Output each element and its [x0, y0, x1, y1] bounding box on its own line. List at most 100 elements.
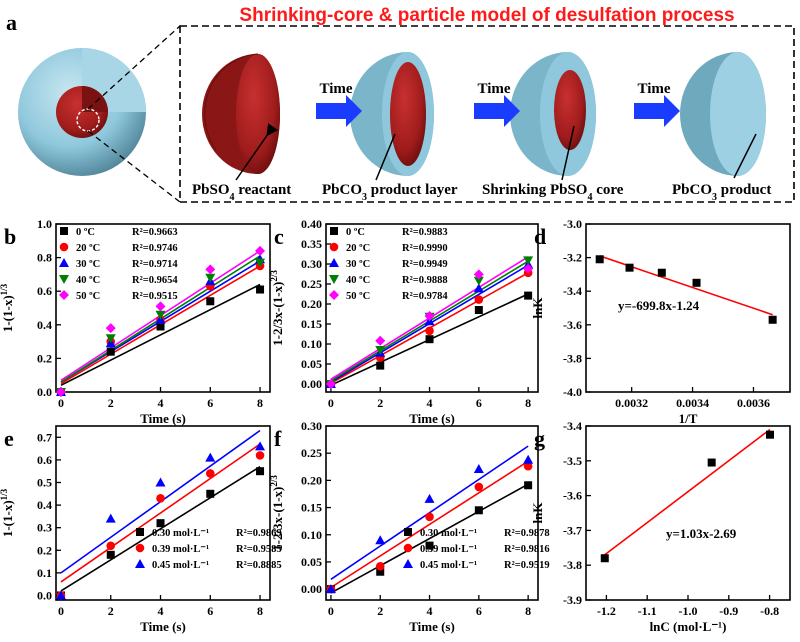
y-tick-label: -3.6 [563, 318, 582, 332]
x-tick-label: 0 [328, 396, 334, 410]
cutaway-particle-icon [18, 48, 146, 176]
y-tick-label: 0.6 [37, 284, 52, 298]
y-tick-label: 0.10 [301, 337, 322, 351]
y-tick-label: -3.4 [563, 419, 582, 433]
data-point-s1-4 [206, 297, 215, 306]
legend-label-5: 50 ºC [76, 291, 100, 302]
legend-r2-3: R²=0.9714 [132, 259, 178, 270]
x-axis-label: Time (s) [409, 411, 455, 426]
legend-label-3: 30 ºC [346, 259, 370, 270]
data-point-s5-2 [375, 335, 386, 346]
data-point-s1-4 [474, 506, 483, 515]
x-tick-label: 2 [108, 604, 114, 618]
chart-panel-c: c 0 2 4 6 8 0.00 0.05 0.10 0.15 0.20 0.25 0.30 0.35 0.… [269, 217, 539, 426]
panel-label-f: f [274, 426, 282, 451]
shrinking-core-hemisphere-icon [510, 52, 596, 176]
y-tick-label: -4.0 [563, 385, 582, 399]
data-point-s1-2 [707, 458, 716, 467]
y-tick-label: 0.0 [37, 588, 52, 602]
plot-frame [55, 425, 271, 601]
y-tick-label: -3.4 [563, 284, 582, 298]
time-label-3: Time [637, 81, 670, 97]
x-tick-label: 0.0036 [737, 396, 770, 410]
legend-r2-4: R²=0.9888 [402, 275, 448, 286]
data-point-s3-3 [155, 477, 166, 487]
data-point-s4-4 [473, 276, 484, 286]
data-point-s1-5 [256, 467, 265, 476]
x-tick-label: 6 [476, 604, 482, 618]
legend-label-5: 50 ºC [346, 291, 370, 302]
x-tick-label: 6 [207, 396, 213, 410]
x-tick-label: 0.0032 [615, 396, 648, 410]
data-point-s3-4 [473, 283, 484, 293]
data-point-s1-3 [766, 430, 775, 439]
chart-panel-g: g -1.2 -1.1 -1.0 -0.9 -0.8 -3.9 -3.8 -3.7 -3.6 -3.… [530, 419, 791, 634]
legend-label-3: 0.45 mol·L⁻¹ [152, 560, 209, 571]
legend-r2-1: R²=0.9663 [132, 227, 178, 238]
legend-r2-1: R²=0.9869 [236, 528, 282, 539]
x-tick-label: 4 [427, 604, 433, 618]
schematic-title: Shrinking-core & particle model of desul… [239, 5, 734, 26]
x-axis-label: Time (s) [140, 619, 186, 634]
legend-marker-2 [59, 242, 69, 252]
y-tick-label: 0.2 [37, 351, 52, 365]
data-point-s5-5 [523, 263, 534, 274]
x-tick-label: 0 [58, 396, 64, 410]
panel-label-a: a [6, 10, 17, 35]
legend-marker-3 [403, 559, 413, 568]
fit-line-1 [60, 283, 261, 386]
legend-r2-2: R²=0.9746 [132, 243, 178, 254]
data-point-s5-3 [424, 311, 435, 321]
fit-equation: y=1.03x-2.69 [666, 526, 737, 541]
y-tick-label: 0.00 [301, 377, 322, 391]
chart-panel-b: b 0 2 4 6 8 0.0 0.2 0.4 0.6 0.8 1.0 Time (s) 1-(1-x)1… [0, 217, 271, 426]
data-point-s2-3 [156, 494, 165, 503]
y-tick-label: 0.15 [301, 317, 322, 331]
y-tick-label: 0.10 [301, 528, 322, 542]
x-tick-label: 6 [476, 396, 482, 410]
y-tick-label: 0.4 [37, 498, 52, 512]
data-point-s4-3 [155, 310, 166, 320]
x-tick-label: 4 [427, 396, 433, 410]
chart-panel-d: d 0.0032 0.0034 0.0036 -4.0 -3.8 -3.6 -3.4 -3.2 -… [530, 217, 791, 426]
legend-marker-3 [135, 559, 145, 568]
y-axis-label: 1-(1-x)1/3 [0, 283, 15, 332]
legend-label-1: 0.30 mol·L⁻¹ [152, 528, 209, 539]
data-point-s4-5 [255, 258, 266, 268]
fit-line-1 [60, 465, 261, 592]
x-tick-label: 8 [257, 604, 263, 618]
x-tick-label: 2 [108, 396, 114, 410]
data-point-s1-5 [256, 285, 265, 294]
fit-line-2 [60, 443, 261, 583]
data-point-s1-4 [474, 306, 483, 314]
legend-marker-3 [59, 258, 69, 267]
plot-frame [325, 223, 539, 393]
data-point-s3-5 [255, 441, 266, 451]
legend-r2-1: R²=0.9878 [504, 528, 550, 539]
panel-label-d: d [534, 224, 546, 249]
legend-r2-3: R²=0.8885 [236, 560, 282, 571]
x-tick-label: -1.1 [638, 604, 657, 618]
y-tick-label: -3.9 [563, 593, 582, 607]
x-tick-label: 2 [377, 604, 383, 618]
data-point-s5-5 [255, 245, 266, 256]
data-point-s1-2 [106, 347, 115, 356]
x-tick-label: 8 [525, 604, 531, 618]
legend-marker-2 [329, 242, 339, 252]
schematic-frame [179, 25, 795, 203]
y-axis-label: 1-(1-x)1/3 [0, 488, 15, 537]
data-point-s2-2 [106, 541, 116, 551]
data-point-s3-3 [424, 493, 435, 503]
legend-label-3: 0.45 mol·L⁻¹ [420, 560, 477, 571]
plot-frame [585, 223, 791, 393]
x-tick-label: 2 [377, 396, 383, 410]
data-point-s3-1 [325, 584, 336, 594]
y-tick-label: 0.05 [301, 555, 322, 569]
x-axis-label: lnC (mol·L⁻¹) [650, 619, 727, 634]
data-point-s5-4 [205, 264, 216, 275]
data-point-s1-2 [376, 567, 385, 576]
data-point-s5-1 [55, 387, 66, 397]
legend-label-2: 0.39 mol·L⁻¹ [152, 544, 209, 555]
pbco3-product-hemisphere-icon [680, 52, 766, 176]
